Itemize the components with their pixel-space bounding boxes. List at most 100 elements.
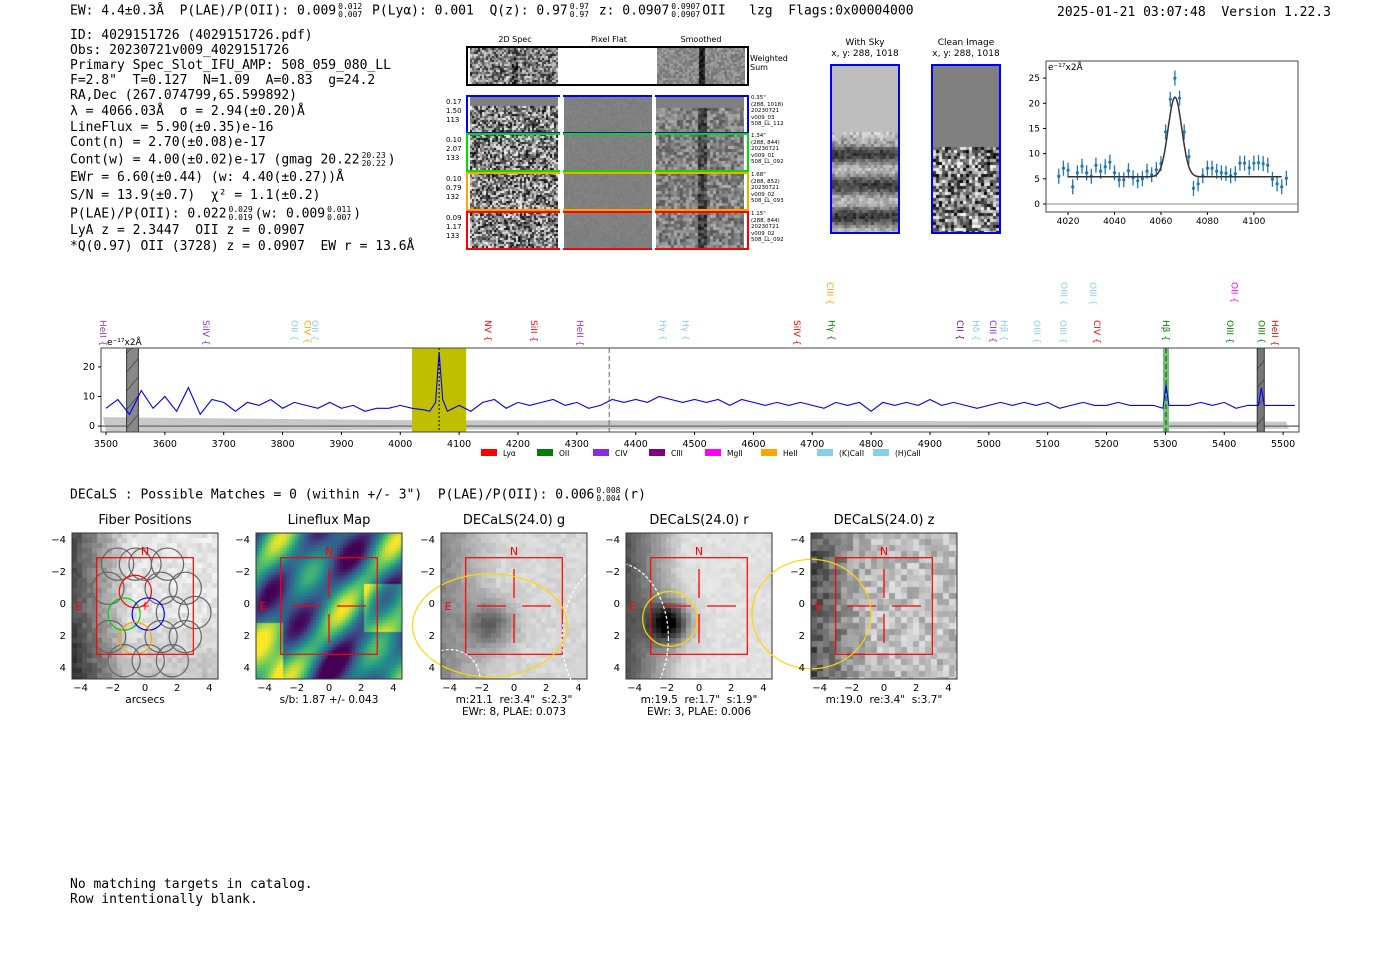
z-line: OII: [702, 3, 726, 19]
x-tick-label: 0: [141, 683, 149, 694]
spec2d-smooth-image: [656, 134, 744, 171]
x-tick-label: 4: [575, 683, 582, 694]
fiber-circle-blue: [131, 597, 165, 631]
x-tick-label: −2: [289, 683, 305, 694]
x-tick-label: −4: [73, 683, 88, 694]
version: Version 1.22.3: [1221, 5, 1331, 20]
aperture-ellipse: [642, 590, 698, 647]
clean-image-title: Clean Image: [937, 38, 995, 48]
aperture-box: [835, 557, 933, 655]
emission-line-label: OIII {: [1031, 320, 1041, 344]
x-tick-label: 4000: [388, 439, 412, 450]
qz-lo: 0.97: [569, 10, 589, 19]
data-point: [1145, 169, 1149, 173]
legend-swatch: [817, 449, 833, 456]
data-point: [1280, 185, 1284, 189]
data-point: [1117, 178, 1121, 182]
fiber-circle: [155, 595, 190, 630]
plae-w-lo: 0.007: [327, 213, 352, 222]
y-tick-label: 20: [83, 362, 95, 373]
y-tick-label: −2: [790, 566, 805, 578]
y-tick-label: 10: [1029, 150, 1041, 160]
spec2d-flat-image: [564, 134, 652, 171]
spec2d-row-fiber-info: 1.34" (288, 844) 20230721 v009_01 508_LL…: [751, 133, 784, 166]
qz-hi: 0.97: [569, 2, 589, 11]
x-tick-label: 5400: [1212, 439, 1236, 450]
x-tick-label: 2: [543, 683, 550, 694]
info-ewr: EWr = 6.60(±0.44) (w: 4.40(±0.27))Å: [70, 170, 344, 185]
legend-swatch: [705, 449, 721, 456]
catalog-status: No matching targets in catalog.: [70, 877, 313, 892]
decals-filter: (r): [622, 487, 646, 503]
data-point: [1242, 161, 1247, 165]
panel-overlay: NE: [411, 532, 588, 712]
x-tick-label: 4600: [741, 439, 765, 450]
east-label: E: [260, 600, 267, 613]
col-title-smoothed: Smoothed: [680, 35, 722, 44]
panel-frame: [440, 532, 588, 680]
data-point: [1071, 185, 1075, 189]
data-point: [1182, 130, 1186, 134]
east-label: E: [76, 600, 83, 613]
fiber-circle: [92, 619, 127, 654]
y-tick-label: −4: [420, 534, 435, 546]
panel-overlay: NE: [561, 532, 773, 715]
fit-plot-frame: [1045, 60, 1299, 213]
y-tick-label: −4: [51, 534, 66, 546]
spectrum-background: [101, 348, 1299, 432]
clean-image: [933, 66, 999, 232]
emission-line-label: Hγ {: [826, 320, 836, 341]
y-tick-label: 2: [428, 631, 435, 643]
spec2d-flat-image: [564, 173, 652, 210]
spec2d-smooth-image: [656, 173, 744, 210]
z-range: 0.0907 0.0907: [671, 3, 700, 19]
info-lya: LyA z = 2.3447 OII z = 0.0907: [70, 223, 305, 238]
y-tick-label: −2: [235, 566, 250, 578]
decals-plae-hi: 0.008: [596, 486, 621, 495]
gaussian-fit-line: [1068, 96, 1282, 178]
legend-label: (K)CaII: [839, 449, 864, 458]
fiber-circle: [100, 547, 135, 581]
x-tick-label: 4400: [624, 439, 648, 450]
y-tick-label: 4: [59, 663, 66, 675]
decals-summary: DECaLS : Possible Matches = 0 (within +/…: [70, 487, 646, 503]
x-tick-label: 4020: [1057, 217, 1080, 227]
column-divider: [652, 172, 655, 211]
data-point: [1122, 178, 1126, 182]
x-tick-label: −2: [105, 683, 121, 694]
emission-line-label: HeII {: [1269, 320, 1279, 346]
data-point: [1266, 163, 1270, 167]
x-tick-label: 3900: [329, 439, 353, 450]
emission-line-label: OII {: [1228, 282, 1238, 303]
data-point: [1284, 176, 1288, 180]
y-tick-label: 10: [83, 392, 95, 403]
x-tick-label: 4080: [1196, 217, 1219, 227]
ew-value: EW: 4.4±0.3Å: [70, 3, 164, 19]
north-label: N: [695, 545, 703, 558]
info-cont-w: Cont(w) = 4.00(±0.02)e-17 (gmag 20.22 20.…: [70, 152, 396, 168]
panel-caption: s/b: 1.87 +/- 0.043: [279, 694, 379, 706]
emission-line-label: CIV {: [1091, 320, 1101, 344]
y-tick-label: 4: [798, 663, 805, 675]
panel-title: Fiber Positions: [98, 513, 192, 528]
plae-value: P(LAE)/P(OII): 0.009: [179, 3, 337, 19]
error-band: [103, 417, 1289, 432]
flags-value: Flags:0x00004000: [788, 3, 914, 19]
panel-frame: [255, 532, 403, 680]
y-tick-label: 4: [243, 663, 250, 675]
north-label: N: [325, 545, 333, 558]
clean-image-coords: x, y: 288, 1018: [932, 49, 1000, 59]
plae-hi: 0.012: [338, 2, 363, 11]
data-point: [1136, 179, 1140, 183]
y-tick-label: 4: [428, 663, 435, 675]
region-hatch: [126, 348, 139, 432]
info-lineflux: LineFlux = 5.90(±0.35)e-16: [70, 120, 274, 135]
fiber-circle: [144, 619, 178, 654]
x-tick-label: 3800: [270, 439, 294, 450]
column-divider: [560, 211, 563, 250]
fiber-circle: [118, 547, 153, 581]
spec2d-row-fiber-info: 0.35" (288, 1018) 20230721 v009_03 508_L…: [751, 95, 784, 128]
data-point: [1057, 174, 1061, 178]
catalog-ellipse: [418, 648, 481, 712]
spec2d-flat-image: [564, 212, 652, 249]
